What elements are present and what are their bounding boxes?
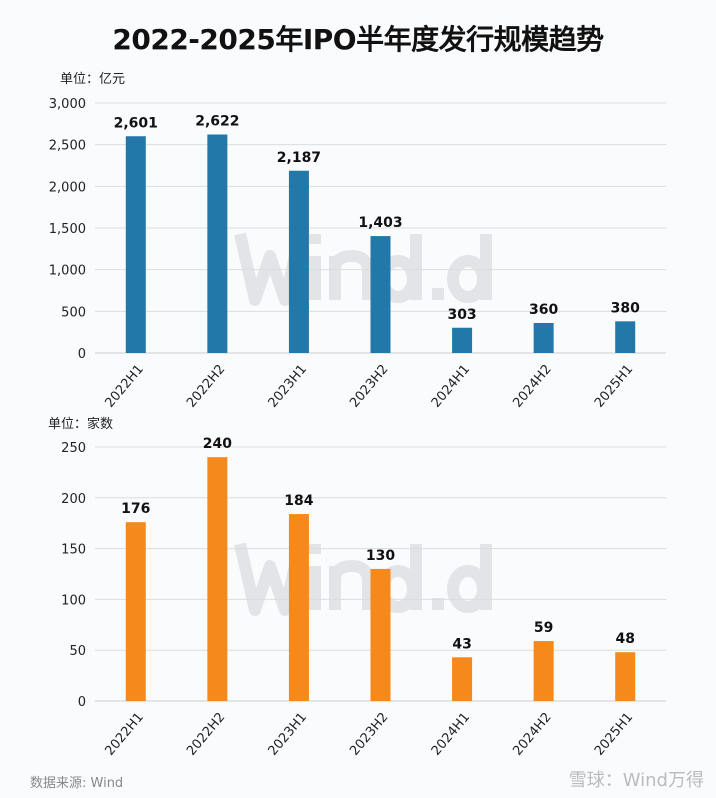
unit-label: 单位：家数 <box>48 416 113 432</box>
y-tick-label: 50 <box>69 644 86 659</box>
y-tick-label: 250 <box>61 441 86 456</box>
y-tick-label: 0 <box>78 695 86 710</box>
x-tick-label: 2023H1 <box>266 362 310 411</box>
bar-2024H1 <box>452 657 473 701</box>
data-label: 380 <box>611 300 640 316</box>
watermark-glyph <box>432 598 444 610</box>
bar-2022H1 <box>125 522 146 701</box>
y-tick-label: 150 <box>61 543 86 558</box>
data-label: 2,601 <box>114 115 158 131</box>
x-tick-label: 2024H1 <box>429 710 473 759</box>
y-tick-label: 2,000 <box>49 180 86 195</box>
bar-2025H1 <box>615 652 636 701</box>
watermark-glyph <box>432 288 444 300</box>
watermark-logo <box>234 542 492 616</box>
x-tick-label: 2022H2 <box>184 710 228 759</box>
bar-2024H1 <box>452 327 473 353</box>
watermark-logo <box>234 232 492 306</box>
y-tick-label: 1,500 <box>49 222 86 237</box>
x-tick-label: 2024H2 <box>510 710 554 759</box>
x-tick-label: 2023H2 <box>347 710 391 759</box>
data-label: 130 <box>366 548 395 564</box>
brand-watermark: 雪球：Wind万得 <box>568 770 704 791</box>
watermark-glyph <box>329 560 374 610</box>
y-tick-label: 1,000 <box>49 264 86 279</box>
watermark-glyph <box>447 255 489 303</box>
unit-label: 单位：亿元 <box>60 72 125 87</box>
x-tick-label: 2025H1 <box>592 710 636 759</box>
data-label: 48 <box>615 631 634 647</box>
x-tick-label: 2024H2 <box>510 362 554 411</box>
bar-2025H1 <box>615 321 636 353</box>
data-label: 2,622 <box>195 114 239 130</box>
bar-2022H2 <box>207 457 228 701</box>
x-tick-label: 2023H2 <box>347 362 391 411</box>
y-tick-label: 200 <box>61 492 86 507</box>
watermark-glyph <box>447 565 489 613</box>
bar-2024H2 <box>533 323 554 353</box>
bar-2023H1 <box>288 514 309 701</box>
bar-2024H2 <box>533 641 554 701</box>
data-label: 1,403 <box>358 215 402 231</box>
chart-title: 2022-2025年IPO半年度发行规模趋势 <box>112 23 604 56</box>
x-tick-label: 2025H1 <box>592 362 636 411</box>
data-label: 360 <box>529 302 558 318</box>
watermark-glyph <box>329 250 374 300</box>
data-label: 2,187 <box>277 150 321 166</box>
data-label: 43 <box>452 636 471 652</box>
data-label: 59 <box>534 620 553 636</box>
y-tick-label: 0 <box>78 347 86 362</box>
x-tick-label: 2022H2 <box>184 362 228 411</box>
y-tick-label: 3,000 <box>49 97 86 112</box>
data-label: 176 <box>121 501 150 517</box>
data-label: 303 <box>447 307 476 323</box>
bar-2023H2 <box>370 568 391 701</box>
x-tick-label: 2024H1 <box>429 362 473 411</box>
bar-2022H1 <box>125 136 146 353</box>
x-tick-label: 2022H1 <box>102 710 146 759</box>
bar-2023H2 <box>370 236 391 353</box>
data-label: 240 <box>203 436 232 452</box>
y-tick-label: 2,500 <box>49 139 86 154</box>
data-source: 数据来源: Wind <box>30 776 124 791</box>
bar-2022H2 <box>207 134 228 353</box>
y-tick-label: 100 <box>61 593 86 608</box>
y-tick-label: 500 <box>61 305 86 320</box>
data-label: 184 <box>284 493 313 509</box>
x-tick-label: 2023H1 <box>266 710 310 759</box>
x-tick-label: 2022H1 <box>102 362 146 411</box>
watermark-glyph <box>309 234 321 244</box>
bar-2023H1 <box>288 170 309 353</box>
